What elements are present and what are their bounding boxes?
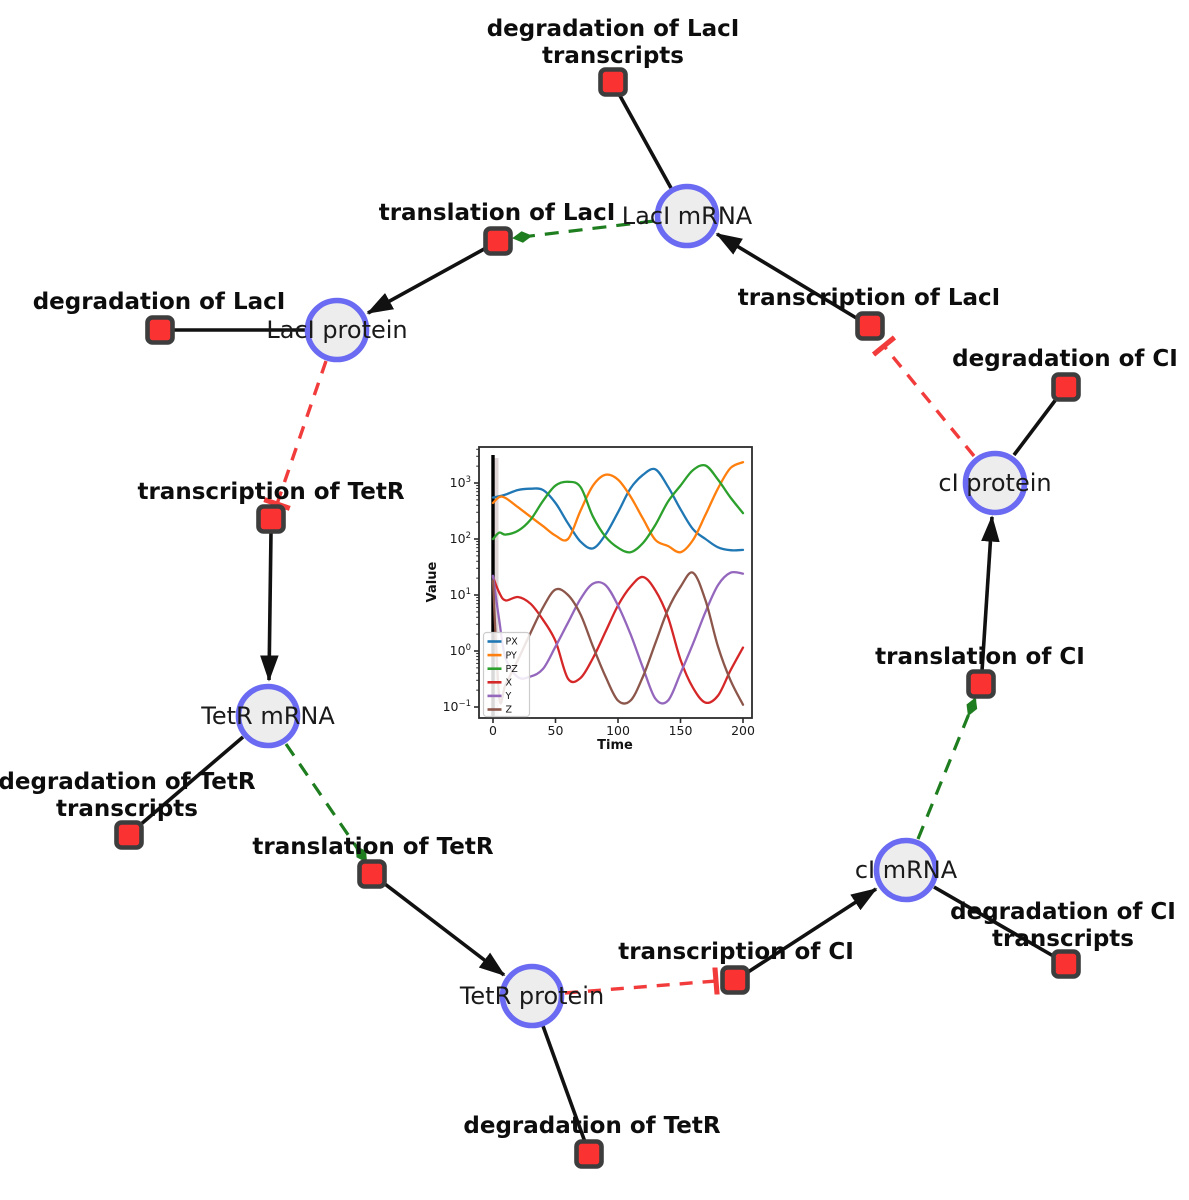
reaction-label-degradation-of-laci-transcripts: transcripts: [542, 43, 684, 69]
species-label-tetr-mrna: TetR mRNA: [200, 702, 335, 730]
reaction-label-degradation-of-ci-transcripts: degradation of CI: [950, 899, 1176, 925]
chart-curves: [491, 461, 745, 706]
reaction-node-degradation-of-laci-transcripts[interactable]: [598, 67, 628, 97]
edge-tetr-protein-inhibits-transcription-of-ci: [564, 967, 720, 995]
edge-ci-mrna-to-translation-of-ci: [916, 697, 978, 840]
x-tick-label: 150: [669, 723, 693, 738]
species-nodes-layer: LacI mRNA LacI protein TetR mRNA TetR prote…: [200, 183, 1052, 1029]
species-label-ci-protein: cI protein: [938, 469, 1051, 497]
reaction-node-translation-of-laci[interactable]: [483, 226, 513, 256]
edges-layer: [138, 93, 1059, 1143]
y-tick-label: 102: [450, 531, 471, 546]
y-tick-label: 103: [450, 475, 471, 490]
edge-transcription-of-laci-to-laci-mrna: [715, 232, 859, 321]
reaction-node-transcription-of-tetr[interactable]: [256, 504, 286, 534]
x-tick-label: 50: [548, 723, 564, 738]
edge-tetr-mrna-to-degradation-of-tetr-transcripts: [138, 735, 245, 827]
chart-x-axis-label: Time: [597, 738, 633, 753]
chart-series-PZ: [491, 463, 745, 554]
species-node-laci-protein[interactable]: [304, 297, 370, 363]
chart-axes-box: [478, 446, 753, 719]
edge-ci-protein-inhibits-transcription-of-laci: [871, 335, 976, 458]
reaction-node-transcription-of-ci[interactable]: [720, 965, 750, 995]
reaction-label-transcription-of-tetr: transcription of TetR: [137, 479, 404, 505]
reaction-node-degradation-of-ci[interactable]: [1051, 372, 1081, 402]
reaction-node-translation-of-tetr[interactable]: [357, 859, 387, 889]
reaction-nodes-layer: degradation of LacItranscriptstranslatio…: [0, 16, 1178, 1169]
chart-y-axis-label: Value: [425, 561, 440, 602]
reaction-label-translation-of-tetr: translation of TetR: [252, 834, 493, 860]
edge-translation-of-tetr-to-tetr-protein: [379, 879, 506, 977]
reaction-label-translation-of-laci: translation of LacI: [379, 200, 616, 226]
legend-label-Y: Y: [505, 691, 512, 702]
species-label-ci-mrna: cI mRNA: [855, 856, 958, 884]
x-tick-label: 0: [489, 723, 497, 738]
y-tick-label: 10−1: [443, 699, 471, 714]
reaction-label-degradation-of-ci: degradation of CI: [952, 346, 1178, 372]
y-tick-label: 100: [450, 643, 471, 658]
y-tick-label: 101: [450, 587, 471, 602]
legend-label-PY: PY: [506, 650, 518, 661]
edge-ci-protein-to-degradation-of-ci: [1012, 396, 1059, 457]
reaction-node-degradation-of-laci[interactable]: [145, 315, 175, 345]
legend-label-Z: Z: [506, 705, 513, 716]
chart-series-PX: [491, 467, 745, 552]
reaction-label-degradation-of-tetr-transcripts: degradation of TetR: [0, 769, 256, 795]
x-tick-label: 100: [606, 723, 630, 738]
reaction-label-degradation-of-ci-transcripts: transcripts: [992, 926, 1134, 952]
species-label-tetr-protein: TetR protein: [459, 982, 604, 1010]
reaction-label-degradation-of-tetr: degradation of TetR: [463, 1113, 720, 1139]
reaction-node-degradation-of-ci-transcripts[interactable]: [1051, 949, 1081, 979]
reaction-label-transcription-of-ci: transcription of CI: [618, 939, 854, 965]
reaction-label-degradation-of-laci: degradation of LacI: [33, 289, 286, 315]
reaction-node-transcription-of-laci[interactable]: [855, 311, 885, 341]
legend-label-X: X: [506, 678, 513, 689]
species-node-tetr-protein[interactable]: [499, 963, 565, 1029]
reaction-node-degradation-of-tetr-transcripts[interactable]: [114, 820, 144, 850]
reaction-node-translation-of-ci[interactable]: [966, 669, 996, 699]
species-node-laci-mrna[interactable]: [654, 183, 720, 249]
chart-series-Z: [491, 571, 745, 706]
edge-laci-mrna-to-degradation-of-laci-transcripts: [617, 93, 673, 189]
x-tick-label: 200: [731, 723, 755, 738]
species-label-laci-mrna: LacI mRNA: [622, 202, 753, 230]
species-label-laci-protein: LacI protein: [266, 316, 407, 344]
species-node-ci-mrna[interactable]: [873, 837, 939, 903]
chart-series-X: [491, 575, 745, 705]
edge-tetr-protein-to-degradation-of-tetr: [541, 1025, 587, 1143]
edge-transcription-of-tetr-to-tetr-mrna: [260, 531, 279, 682]
chart-inset: 0 50 100 150 20010310210110010−1TimeValuePXP…: [425, 446, 755, 753]
reaction-label-transcription-of-laci: transcription of LacI: [738, 285, 1001, 311]
reaction-label-degradation-of-tetr-transcripts: transcripts: [56, 796, 198, 822]
species-node-ci-protein[interactable]: [962, 450, 1028, 516]
edge-translation-of-ci-to-ci-protein: [980, 515, 1000, 672]
reaction-node-degradation-of-tetr[interactable]: [574, 1139, 604, 1169]
reaction-label-degradation-of-laci-transcripts: degradation of LacI: [487, 16, 740, 42]
edge-transcription-of-ci-to-ci-mrna: [744, 887, 878, 976]
chart-series-PY: [491, 461, 745, 554]
species-node-tetr-mrna[interactable]: [235, 683, 301, 749]
legend-label-PZ: PZ: [506, 664, 519, 675]
edge-translation-of-laci-to-laci-protein: [366, 246, 487, 315]
reaction-label-translation-of-ci: translation of CI: [875, 644, 1085, 670]
legend-label-PX: PX: [506, 637, 519, 648]
chart-series-Y: [491, 570, 745, 705]
edge-laci-protein-inhibits-transcription-of-tetr: [263, 360, 328, 511]
chart-legend: PX PY PZ XYZ: [482, 631, 531, 718]
edge-ci-mrna-to-degradation-of-ci-transcripts: [933, 885, 1056, 959]
